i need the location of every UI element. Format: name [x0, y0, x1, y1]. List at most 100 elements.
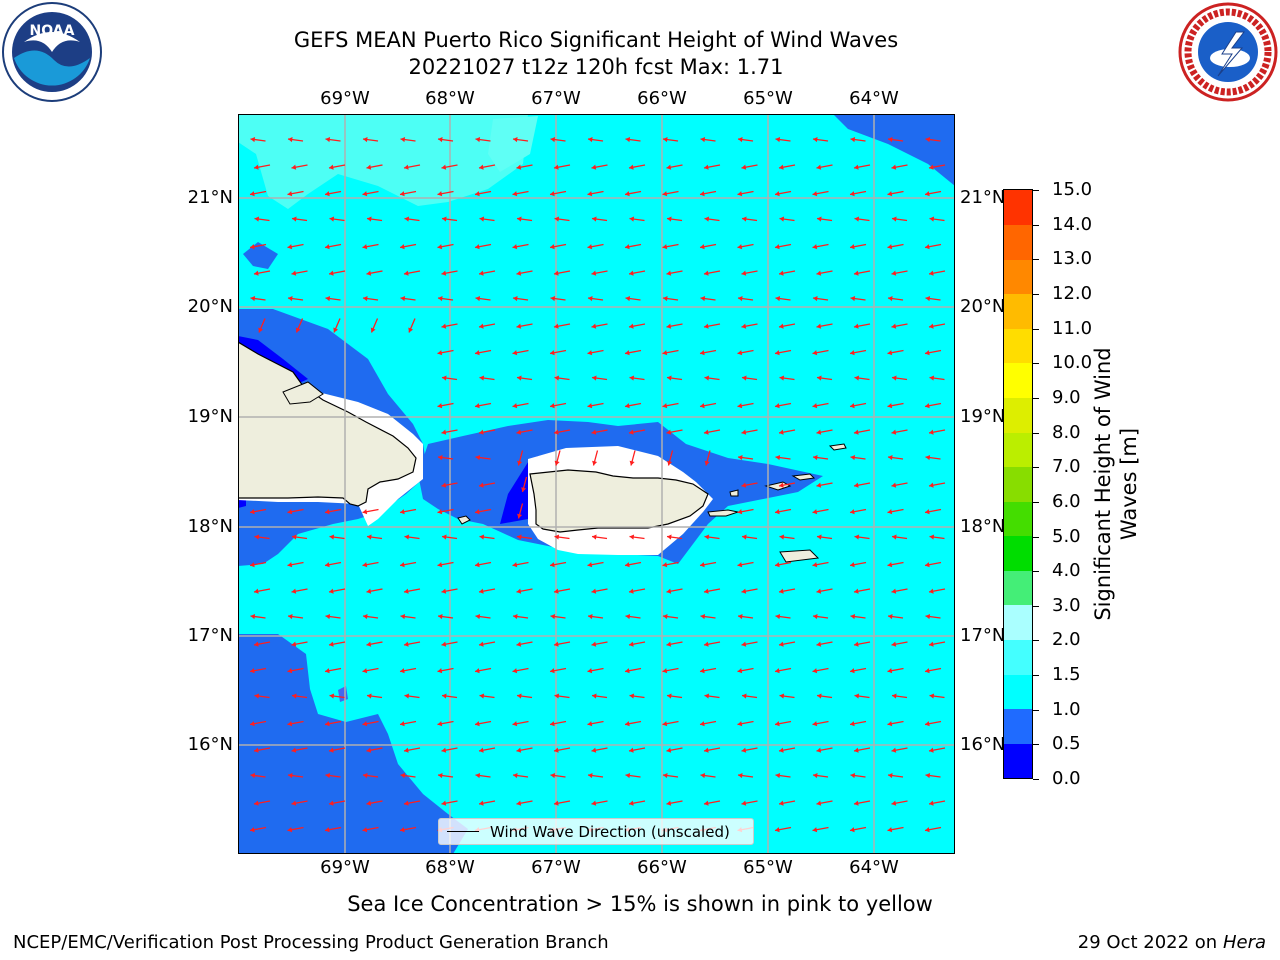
wind-arrow	[891, 216, 908, 222]
wind-arrow	[328, 747, 346, 753]
wind-arrow	[441, 323, 458, 329]
wind-arrow	[324, 826, 342, 833]
wind-arrow	[250, 137, 266, 143]
wind-arrow	[929, 375, 945, 381]
wind-arrow	[404, 693, 420, 699]
wind-arrow	[741, 270, 758, 276]
wind-arrow	[778, 429, 796, 435]
wind-arrow	[441, 482, 458, 488]
wind-arrow	[287, 296, 304, 302]
wind-arrow	[849, 243, 867, 250]
wind-arrow	[329, 216, 345, 222]
colorbar-segment	[1004, 190, 1032, 225]
wind-arrow	[774, 667, 792, 674]
wind-arrow	[399, 826, 417, 833]
wind-arrow	[291, 164, 308, 170]
wind-arrow	[249, 508, 267, 515]
wind-arrow	[624, 190, 642, 197]
wind-arrow	[441, 429, 458, 435]
wind-arrow	[704, 534, 720, 540]
wind-arrow	[812, 720, 829, 727]
wind-arrow	[287, 773, 304, 779]
wind-arrow	[929, 693, 945, 699]
wind-arrow	[254, 534, 270, 540]
wind-arrow	[699, 243, 717, 250]
wind-arrow	[516, 534, 533, 540]
wind-arrow	[812, 508, 829, 515]
wind-arrow	[774, 190, 792, 197]
colorbar-segment	[1004, 432, 1032, 468]
wind-arrow	[703, 747, 721, 753]
wind-arrow	[741, 375, 758, 381]
wind-arrow	[700, 137, 716, 143]
wind-arrow	[925, 455, 941, 461]
colorbar-segment	[1004, 293, 1032, 329]
colorbar-tick	[1033, 501, 1039, 503]
wind-arrow	[478, 323, 496, 329]
lat-label-right: 16°N	[960, 734, 1006, 755]
wind-arrow	[291, 693, 308, 699]
wind-arrow	[741, 216, 758, 222]
wind-arrow	[400, 137, 416, 143]
wind-arrow	[437, 402, 454, 409]
wind-arrow	[592, 450, 599, 466]
wind-arrow	[516, 270, 533, 276]
wind-arrow	[628, 164, 646, 170]
wind-arrow	[778, 164, 796, 170]
wind-arrow	[253, 641, 271, 647]
wind-arrow	[699, 190, 717, 197]
wind-arrow	[816, 216, 833, 222]
wind-arrow	[849, 508, 867, 515]
wind-arrow	[924, 508, 942, 515]
wind-arrow	[474, 349, 492, 356]
wind-arrow	[778, 323, 796, 329]
wind-arrow	[587, 243, 604, 250]
wind-arrow	[703, 588, 721, 594]
wind-arrow	[891, 641, 908, 647]
virgin-islands	[764, 481, 792, 491]
wind-arrow	[929, 534, 945, 540]
wind-arrow	[887, 349, 904, 356]
wind-arrow	[891, 429, 908, 435]
wind-arrow	[891, 747, 908, 753]
wind-arrow	[816, 693, 833, 699]
wind-arrow	[253, 588, 271, 594]
colorbar-segment	[1004, 708, 1032, 744]
noaa-logo-text: NOAA	[30, 23, 75, 39]
wind-arrow	[854, 534, 870, 540]
st-croix-island	[779, 549, 820, 563]
wind-arrow	[666, 641, 683, 647]
wind-arrow	[403, 747, 421, 753]
wind-arrow	[666, 800, 683, 806]
wind-arrow	[399, 190, 417, 197]
wind-arrow	[662, 296, 679, 302]
colorbar-tick-label: 9.0	[1052, 386, 1081, 408]
wind-arrow	[849, 402, 867, 409]
wind-arrow	[512, 190, 529, 197]
wind-arrow	[816, 323, 833, 329]
wind-arrow	[629, 534, 645, 540]
wind-arrow	[850, 137, 866, 143]
wind-arrow	[778, 270, 796, 276]
wind-arrow	[816, 375, 833, 381]
wind-arrow	[887, 296, 904, 302]
wind-arrow	[404, 534, 420, 540]
wind-arrow	[328, 800, 346, 806]
wind-arrow	[253, 164, 271, 170]
wind-arrow	[816, 588, 833, 594]
wind-arrow	[737, 773, 754, 779]
wind-arrow	[737, 455, 754, 461]
wind-arrow	[324, 667, 342, 674]
wind-arrow	[478, 429, 496, 435]
wind-arrow	[775, 137, 791, 143]
wind-arrow	[703, 270, 721, 276]
wind-arrow	[516, 641, 533, 647]
colorbar-segment	[1004, 397, 1032, 433]
wind-arrow	[249, 826, 267, 833]
wind-arrow	[741, 164, 758, 170]
wind-arrow	[249, 561, 267, 568]
wind-arrow	[549, 667, 567, 674]
wind-arrow	[667, 450, 674, 466]
nws-logo-icon	[1178, 2, 1278, 102]
wind-arrow	[628, 800, 646, 806]
